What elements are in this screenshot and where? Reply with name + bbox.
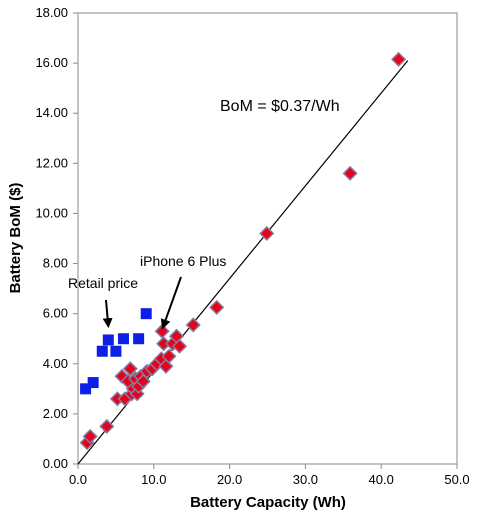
y-tick-label: 2.00 <box>43 406 68 421</box>
y-tick-label: 12.00 <box>35 155 68 170</box>
y-tick-label: 8.00 <box>43 256 68 271</box>
battery-bom-point <box>259 225 275 242</box>
retail-price-annotation: Retail price <box>68 275 138 291</box>
plot-frame <box>77 12 458 465</box>
x-tick-label: 40.0 <box>369 472 394 487</box>
iphone-6-plus-annotation: iPhone 6 Plus <box>140 253 226 269</box>
x-tick-label: 50.0 <box>444 472 469 487</box>
retail-price-point <box>133 333 145 345</box>
y-axis: 0.00 2.00 4.00 6.00 8.00 10.00 12.00 14.00 16.00… <box>35 5 78 471</box>
battery-bom-point <box>342 165 358 181</box>
series-layer <box>79 51 407 451</box>
battery-bom-point <box>209 299 225 315</box>
x-axis-title: Battery Capacity (Wh) <box>190 494 346 511</box>
retail-price-arrow <box>102 299 113 329</box>
battery-bom-point <box>185 317 201 333</box>
x-tick-label: 10.0 <box>141 472 166 487</box>
y-tick-label: 6.00 <box>43 306 68 321</box>
y-axis-title: Battery BoM ($) <box>7 183 24 294</box>
retail-price-point <box>96 345 108 357</box>
y-tick-label: 16.00 <box>35 55 68 70</box>
battery-bom-point <box>99 418 115 434</box>
x-tick-label: 30.0 <box>293 472 318 487</box>
battery-bom-point <box>161 348 177 364</box>
retail-price-point <box>117 333 129 345</box>
x-tick-label: 20.0 <box>217 472 242 487</box>
y-tick-label: 14.00 <box>35 105 68 120</box>
retail-price-point <box>140 308 152 320</box>
x-tick-label: 0.0 <box>69 472 87 487</box>
y-tick-label: 10.00 <box>35 205 68 220</box>
retail-price-point <box>87 377 99 389</box>
retail-price-point <box>110 345 122 357</box>
battery-bom-point <box>391 51 407 67</box>
x-axis: 0.0 10.0 20.0 30.0 40.0 50.0 <box>69 464 470 487</box>
y-tick-label: 4.00 <box>43 356 68 371</box>
retail-price-point <box>80 383 92 395</box>
battery-bom-point <box>122 361 138 377</box>
annotation-layer <box>102 276 182 330</box>
retail-price-point <box>102 334 114 346</box>
iphone-6-plus-arrow <box>160 276 182 330</box>
battery-bom-point <box>172 338 188 354</box>
trendline-label: BoM = $0.37/Wh <box>220 98 340 115</box>
battery-bom-point <box>82 428 98 444</box>
y-tick-label: 18.00 <box>35 5 68 20</box>
y-tick-label: 0.00 <box>43 456 68 471</box>
